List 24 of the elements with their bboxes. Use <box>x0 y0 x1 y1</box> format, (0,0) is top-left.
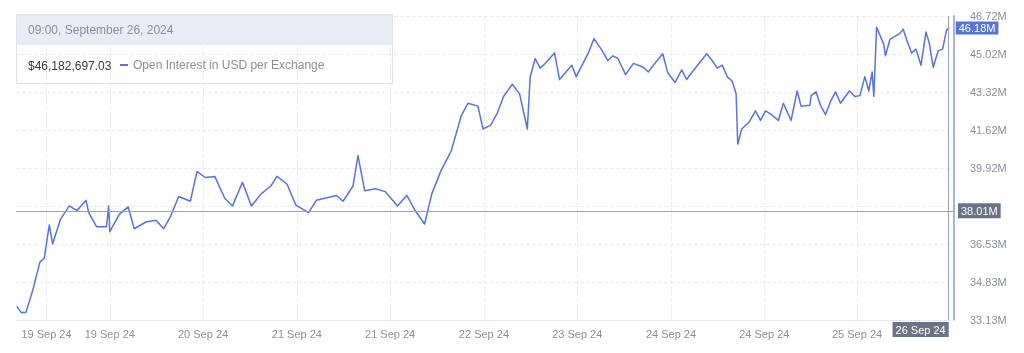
ref-line-label: 26 Sep 24 <box>895 323 946 336</box>
x-tick-label: 24 Sep 24 <box>739 327 790 340</box>
legend-label: Open Interest in USD per Exchange <box>133 58 325 72</box>
y-tick-label: 34.83M <box>970 275 1007 288</box>
y-tick-label: 33.13M <box>970 314 1007 326</box>
annotation: $46,182,697.03 <box>28 59 112 73</box>
x-tick-label: 25 Sep 24 <box>831 327 883 340</box>
x-tick-label: 21 Sep 24 <box>271 327 322 340</box>
x-tick-label: 19 Sep 24 <box>21 327 72 340</box>
x-tick-label: 20 Sep 24 <box>177 327 229 340</box>
y-tick-label: 41.62M <box>970 124 1007 137</box>
annotation: 46.18M <box>958 22 996 35</box>
y-tick-label: 46.72M <box>970 10 1007 22</box>
y-tick-label: 39.92M <box>970 162 1007 175</box>
x-tick-label: 19 Sep 24 <box>84 327 135 340</box>
ref-line-label: 38.01M <box>961 204 998 217</box>
y-tick-label: 45.02M <box>970 48 1007 61</box>
y-tick-label: 43.32M <box>970 86 1007 99</box>
x-tick-label: 23 Sep 24 <box>552 327 603 340</box>
annotation: 09:00, September 26, 2024 <box>28 23 174 37</box>
y-tick-label: 36.53M <box>970 237 1007 250</box>
x-tick-label: 21 Sep 24 <box>365 327 416 340</box>
x-tick-label: 24 Sep 24 <box>645 327 697 340</box>
x-tick-label: 22 Sep 24 <box>458 327 510 340</box>
